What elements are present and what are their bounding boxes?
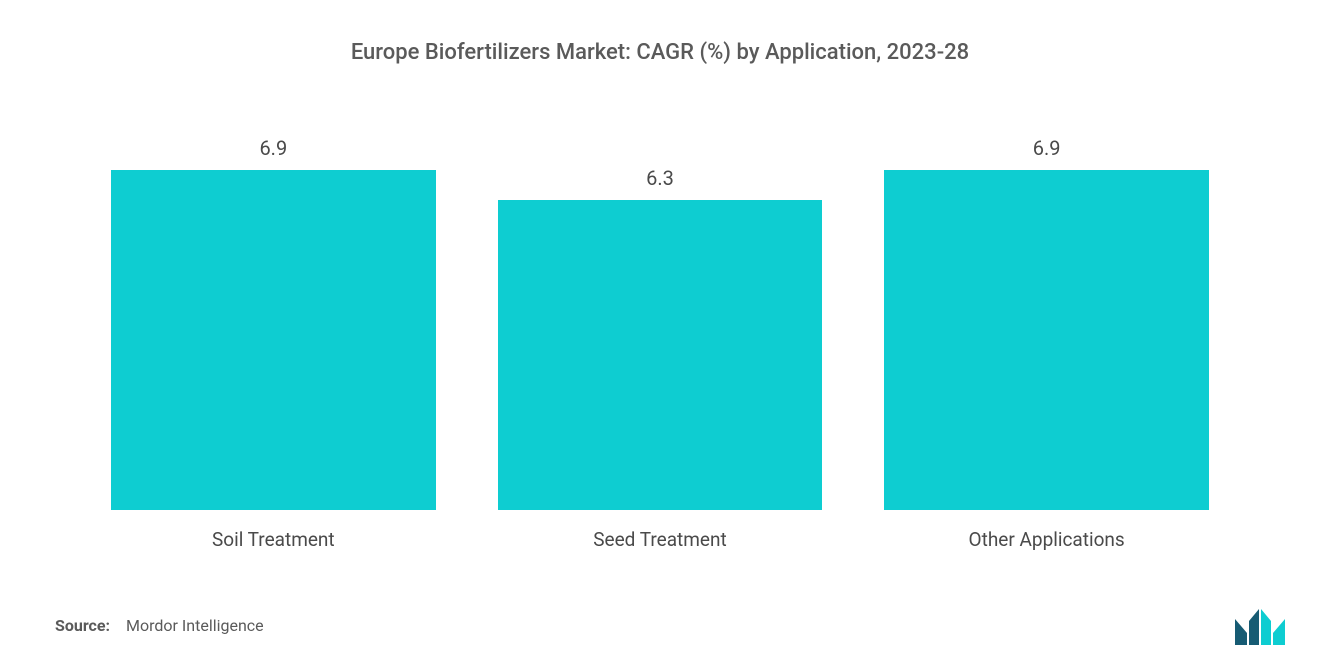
bar-1 — [498, 200, 823, 510]
bar-value-2: 6.9 — [1033, 136, 1061, 160]
source-line: Source: Mordor Intelligence — [50, 616, 1270, 635]
source-name: Mordor Intelligence — [126, 616, 264, 635]
bar-label-0: Soil Treatment — [212, 528, 335, 551]
bar-value-0: 6.9 — [259, 136, 287, 160]
bar-2 — [884, 170, 1209, 510]
chart-title: Europe Biofertilizers Market: CAGR (%) b… — [50, 40, 1270, 65]
bar-group-0: 6.9 Soil Treatment — [111, 136, 436, 551]
bar-0 — [111, 170, 436, 510]
bar-group-2: 6.9 Other Applications — [884, 136, 1209, 551]
source-label: Source: — [55, 616, 110, 635]
mordor-logo-icon — [1235, 607, 1285, 645]
bar-label-2: Other Applications — [969, 528, 1125, 551]
chart-container: Europe Biofertilizers Market: CAGR (%) b… — [0, 0, 1320, 665]
bars-area: 6.9 Soil Treatment 6.3 Seed Treatment 6.… — [50, 125, 1270, 551]
bar-value-1: 6.3 — [646, 166, 674, 190]
bar-group-1: 6.3 Seed Treatment — [498, 166, 823, 551]
bar-label-1: Seed Treatment — [593, 528, 726, 551]
